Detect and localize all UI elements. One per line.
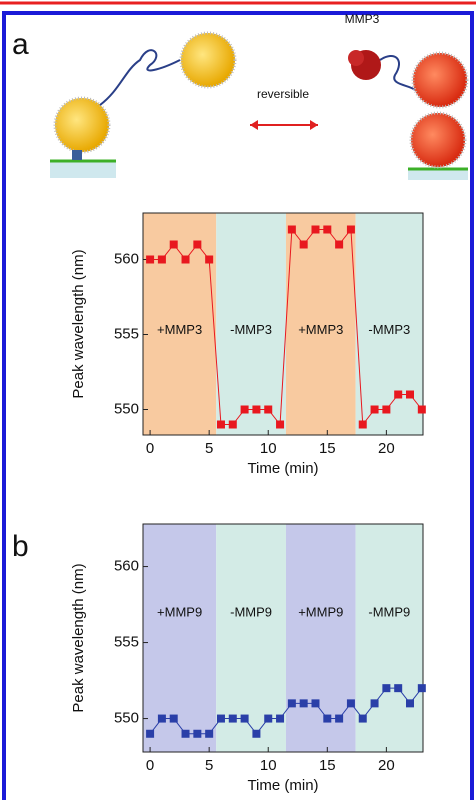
- y-tick-label: 550: [114, 400, 139, 417]
- marker: [346, 225, 355, 234]
- x-tick-label: 0: [146, 757, 154, 774]
- marker: [169, 240, 178, 249]
- region: [143, 524, 217, 752]
- marker: [252, 405, 261, 414]
- marker: [264, 714, 273, 723]
- marker: [394, 684, 403, 693]
- x-tick-label: 5: [205, 757, 213, 774]
- region: [285, 213, 356, 435]
- region-label: +MMP3: [298, 322, 343, 337]
- marker: [228, 420, 237, 429]
- marker: [193, 729, 202, 738]
- y-tick-label: 560: [114, 250, 139, 267]
- marker: [193, 240, 202, 249]
- x-tick-label: 20: [378, 757, 395, 774]
- marker: [346, 699, 355, 708]
- region-label: +MMP3: [157, 322, 202, 337]
- marker: [287, 225, 296, 234]
- marker: [146, 729, 155, 738]
- region: [143, 213, 217, 435]
- x-axis-label: Time (min): [247, 460, 318, 477]
- y-tick-label: 550: [114, 710, 139, 727]
- schematic-label: MMP3: [345, 12, 380, 26]
- region-label: -MMP3: [230, 322, 272, 337]
- region-label: -MMP9: [368, 604, 410, 619]
- marker: [276, 714, 285, 723]
- marker: [146, 255, 155, 264]
- marker: [252, 729, 261, 738]
- marker: [335, 240, 344, 249]
- marker: [299, 699, 308, 708]
- x-tick-label: 20: [378, 440, 395, 457]
- frame: [2, 11, 474, 800]
- plot-frame: [142, 523, 424, 753]
- marker: [358, 420, 367, 429]
- panel-label: b: [12, 530, 29, 563]
- marker: [406, 699, 415, 708]
- marker: [205, 255, 214, 264]
- marker: [406, 390, 415, 399]
- region-label: -MMP9: [230, 604, 272, 619]
- marker: [299, 240, 308, 249]
- marker: [311, 225, 320, 234]
- plot-frame: [142, 212, 424, 436]
- marker: [181, 729, 190, 738]
- panel-label: a: [12, 28, 29, 61]
- y-axis-label: Peak wavelength (nm): [70, 249, 87, 398]
- region-label: +MMP9: [298, 604, 343, 619]
- marker: [169, 714, 178, 723]
- marker: [382, 684, 391, 693]
- region: [216, 213, 286, 435]
- x-tick-label: 15: [319, 440, 336, 457]
- marker: [205, 729, 214, 738]
- marker: [370, 699, 379, 708]
- marker: [157, 255, 166, 264]
- y-tick-label: 560: [114, 558, 139, 575]
- marker: [181, 255, 190, 264]
- x-axis-label: Time (min): [247, 777, 318, 794]
- marker: [335, 714, 344, 723]
- x-tick-label: 0: [146, 440, 154, 457]
- region-label: -MMP3: [368, 322, 410, 337]
- marker: [240, 405, 249, 414]
- x-tick-label: 15: [319, 757, 336, 774]
- marker: [417, 684, 426, 693]
- marker: [228, 714, 237, 723]
- x-tick-label: 10: [260, 440, 277, 457]
- marker: [276, 420, 285, 429]
- x-tick-label: 5: [205, 440, 213, 457]
- marker: [358, 714, 367, 723]
- marker: [394, 390, 403, 399]
- marker: [216, 714, 225, 723]
- y-tick-label: 555: [114, 634, 139, 651]
- x-tick-label: 10: [260, 757, 277, 774]
- region: [216, 524, 286, 752]
- y-axis-label: Peak wavelength (nm): [70, 563, 87, 712]
- marker: [264, 405, 273, 414]
- region-label: +MMP9: [157, 604, 202, 619]
- marker: [323, 225, 332, 234]
- marker: [370, 405, 379, 414]
- schematic: reversible MMP3: [50, 12, 469, 180]
- marker: [157, 714, 166, 723]
- marker: [287, 699, 296, 708]
- marker: [323, 714, 332, 723]
- schematic-label: reversible: [257, 87, 309, 101]
- marker: [382, 405, 391, 414]
- marker: [417, 405, 426, 414]
- marker: [216, 420, 225, 429]
- marker: [240, 714, 249, 723]
- marker: [311, 699, 320, 708]
- y-tick-label: 555: [114, 325, 139, 342]
- region: [285, 524, 356, 752]
